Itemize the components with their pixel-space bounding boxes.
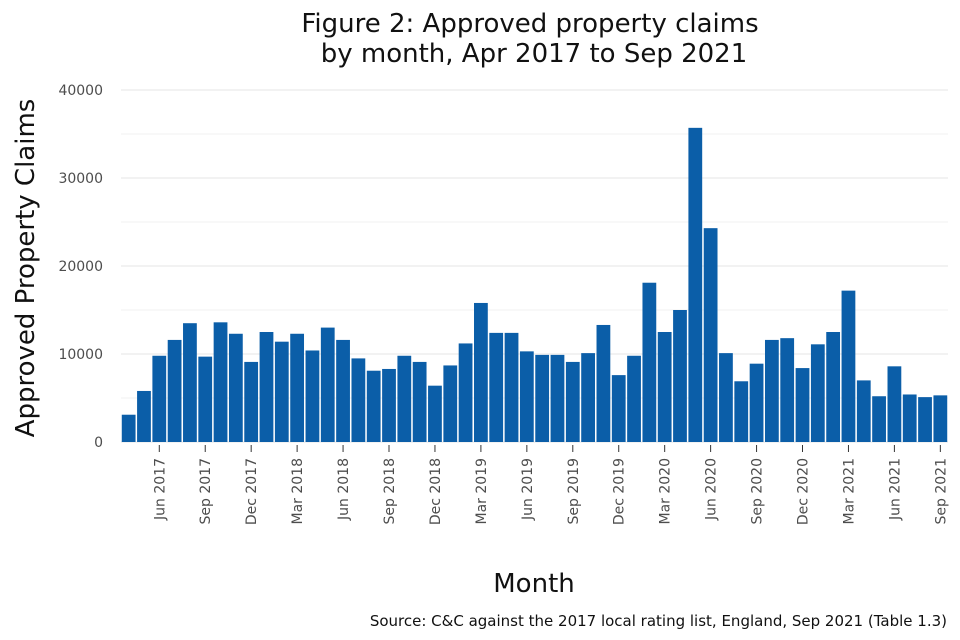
bar-mar-2021 [841,290,856,442]
y-tick-label: 0 [94,435,103,451]
bar-aug-2018 [366,370,381,442]
bar-jan-2018 [259,332,274,442]
chart-title-line2: by month, Apr 2017 to Sep 2021 [321,39,748,69]
y-tick-label: 10000 [58,347,103,363]
bar-jun-2018 [336,339,350,442]
bar-feb-2018 [274,341,289,442]
bar-apr-2019 [489,332,504,442]
bar-oct-2018 [397,355,412,442]
bar-sep-2021 [933,395,948,442]
bar-mar-2019 [474,302,488,442]
bar-aug-2021 [918,397,932,442]
bar-jan-2019 [443,365,458,442]
bar-jul-2018 [351,358,366,442]
bar-may-2017 [137,390,151,442]
bar-nov-2018 [412,361,427,442]
bar-mar-2020 [657,332,672,442]
x-tick-label: Sep 2018 [382,458,398,524]
x-tick-label: Mar 2020 [658,458,674,525]
bar-aug-2020 [734,381,749,442]
x-tick-label: Mar 2018 [290,458,306,525]
x-tick-label: Dec 2018 [428,458,444,525]
bar-may-2021 [872,396,886,442]
bar-jan-2020 [627,355,641,442]
bar-jun-2021 [887,366,902,442]
y-axis-ticks: 0 10000 20000 30000 40000 [58,83,103,451]
x-tick-label: Jun 2019 [520,458,536,521]
bar-may-2018 [320,327,335,442]
x-tick-label: Sep 2017 [198,458,214,524]
x-tick-label: Jun 2018 [336,458,352,521]
bar-feb-2021 [826,332,841,442]
bar-apr-2020 [673,310,687,442]
bar-aug-2019 [550,354,565,442]
bar-jul-2017 [167,339,182,442]
bar-apr-2017 [121,414,136,442]
bars [121,127,948,442]
bar-aug-2017 [183,323,197,442]
y-tick-label: 40000 [58,83,103,99]
bar-sep-2019 [565,361,580,442]
x-tick-label: Sep 2019 [566,458,582,524]
bar-oct-2019 [581,353,595,442]
bar-apr-2021 [856,380,871,442]
bar-jun-2017 [152,355,167,442]
gridlines [121,89,948,443]
x-tick-label: Dec 2020 [796,458,812,525]
x-tick-label: Mar 2021 [841,458,857,525]
bar-mar-2018 [290,333,305,442]
x-tick-label: Mar 2019 [474,458,490,525]
y-tick-label: 20000 [58,259,103,275]
bar-jun-2019 [519,351,534,442]
bar-nov-2020 [780,338,795,442]
x-tick-label: Dec 2017 [244,458,260,525]
x-tick-label: Jun 2021 [887,458,903,521]
y-tick-label: 30000 [58,171,103,187]
bar-jul-2021 [902,394,917,442]
x-tick-label: Sep 2021 [933,458,949,524]
bar-sep-2018 [382,368,396,442]
bar-oct-2017 [213,322,228,442]
bar-apr-2018 [305,350,320,442]
x-tick-label: Jun 2020 [704,458,720,521]
bar-feb-2020 [642,282,657,442]
bar-dec-2017 [244,361,259,442]
bar-jun-2020 [703,228,718,442]
bar-dec-2018 [428,385,442,442]
bar-dec-2019 [611,375,626,442]
x-tick-label: Dec 2019 [612,458,628,525]
bar-oct-2020 [764,339,779,442]
x-tick-label: Sep 2020 [750,458,766,524]
bar-sep-2020 [749,363,764,442]
bar-jul-2019 [535,354,550,442]
x-axis-label: Month [493,569,575,599]
bar-jan-2021 [810,344,825,442]
chart-title-line1: Figure 2: Approved property claims [301,9,758,39]
bar-may-2019 [504,332,519,442]
source-note: Source: C&C against the 2017 local ratin… [370,612,947,630]
bar-nov-2019 [596,324,611,442]
x-tick-label: Jun 2017 [152,458,168,521]
bar-nov-2017 [228,333,243,442]
bar-feb-2019 [458,343,473,442]
bar-jul-2020 [719,353,733,442]
y-axis-label: Approved Property Claims [11,99,41,438]
x-axis-ticks: Jun 2017 Sep 2017 Dec 2017 Mar 2018 Jun 2018… [152,445,949,525]
bar-sep-2017 [198,356,213,442]
bar-may-2020 [688,127,703,442]
bar-dec-2020 [795,368,810,442]
